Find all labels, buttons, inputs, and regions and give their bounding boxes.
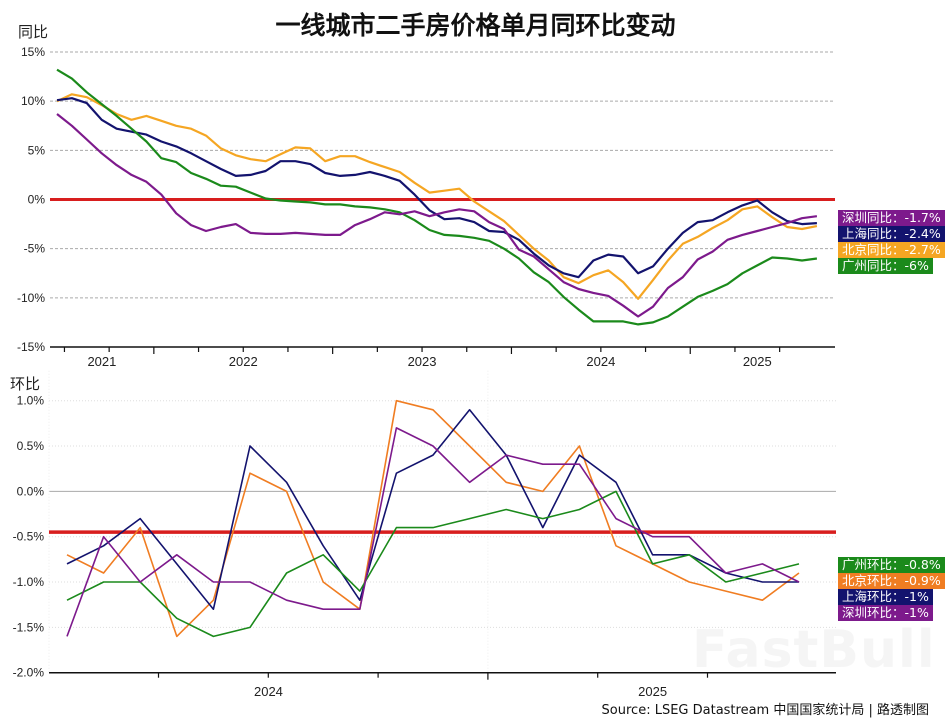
x-year-label: 2025 xyxy=(638,684,667,699)
y-tick-label: 10% xyxy=(21,94,45,108)
y-tick-label: 1.0% xyxy=(17,394,45,408)
y-tick-label: 15% xyxy=(21,45,45,59)
bottom-y-axis-label: 环比 xyxy=(10,375,41,393)
y-tick-label: -15% xyxy=(17,340,45,354)
y-tick-label: -0.5% xyxy=(13,530,45,544)
series-value-label: 北京同比：-2.7% xyxy=(838,242,945,258)
top-y-axis-label: 同比 xyxy=(18,23,49,41)
series-value-label: 北京环比：-0.9% xyxy=(838,573,945,589)
x-year-label: 2021 xyxy=(87,354,116,369)
y-tick-label: -5% xyxy=(24,242,46,256)
x-year-label: 2023 xyxy=(408,354,437,369)
series-line-1 xyxy=(56,93,818,300)
chart-yoy: 15% 10% 5% 0% -5% -10% -15% 2021 2022 2023 2024 202… xyxy=(17,45,835,369)
y-tick-label: 0.0% xyxy=(17,484,45,498)
x-year-label: 2024 xyxy=(586,354,615,369)
series-line-4 xyxy=(66,427,800,637)
source-note: Source: LSEG Datastream 中国国家统计局 | 路透制图 xyxy=(601,703,929,718)
series-line-1 xyxy=(66,399,800,638)
series-value-label: 上海同比：-2.4% xyxy=(838,226,945,242)
y-tick-label: 5% xyxy=(28,143,46,157)
series-value-label: 深圳环比：-1% xyxy=(838,605,933,621)
x-year-label: 2025 xyxy=(743,354,772,369)
y-tick-label: -1.0% xyxy=(13,575,45,589)
y-tick-label: 0.5% xyxy=(17,439,45,453)
y-tick-label: -2.0% xyxy=(13,666,45,680)
series-line-2 xyxy=(66,408,799,611)
series-line-3 xyxy=(56,68,818,326)
y-tick-label: 0% xyxy=(28,193,46,207)
y-tick-label: -1.5% xyxy=(13,620,45,634)
series-value-label: 广州同比：-6% xyxy=(838,258,933,274)
series-line-4 xyxy=(56,113,818,318)
x-year-label: 2024 xyxy=(254,684,283,699)
x-year-label: 2022 xyxy=(229,354,258,369)
y-tick-label: -10% xyxy=(17,291,45,305)
series-value-label: 广州环比：-0.8% xyxy=(838,557,945,573)
series-value-label: 深圳同比：-1.7% xyxy=(838,210,945,226)
series-line-3 xyxy=(66,490,800,638)
chart-title: 一线城市二手房价格单月同环比变动 xyxy=(275,11,676,40)
watermark-logo: FastBull xyxy=(692,620,936,680)
series-value-label: 上海环比：-1% xyxy=(838,589,933,605)
chart-mom: 1.0% 0.5% 0.0% -0.5% -1.0% -1.5% -2.0% 2024 2025 xyxy=(13,370,836,699)
